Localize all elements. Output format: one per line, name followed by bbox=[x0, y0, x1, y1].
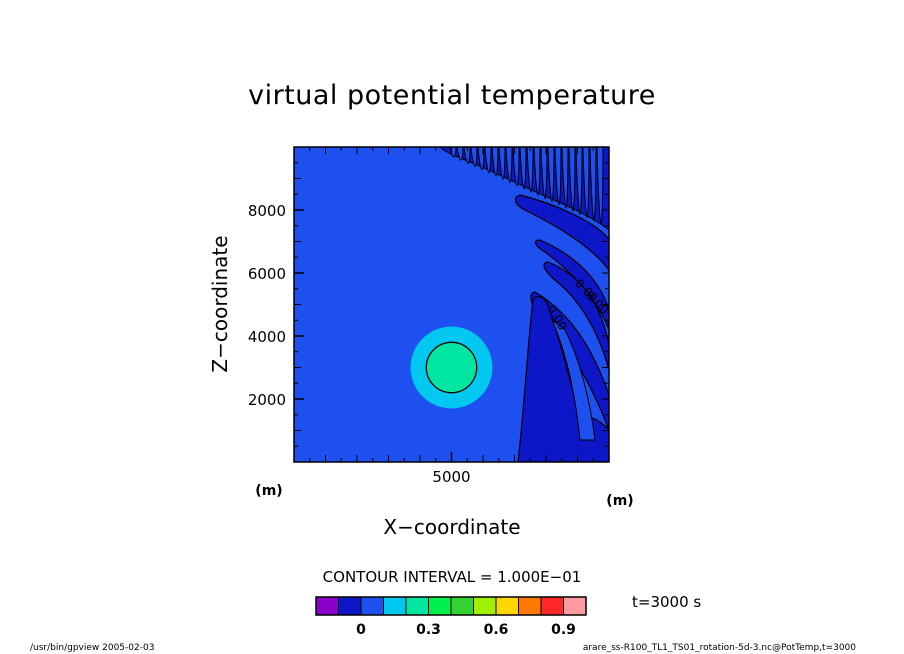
colorbar-tick-label: 0.9 bbox=[551, 622, 576, 638]
wave-stripe bbox=[596, 147, 604, 225]
wave-band-outer bbox=[514, 194, 609, 271]
colorbar-swatch bbox=[540, 596, 564, 616]
y-axis-label: Z−coordinate bbox=[208, 235, 232, 372]
wave-stripe bbox=[519, 147, 527, 190]
colorbar-ticks: 0 0.3 0.6 0.9 bbox=[356, 622, 576, 638]
wave-stripe bbox=[554, 147, 562, 206]
contour-interval: CONTOUR INTERVAL = 1.000E−01 bbox=[323, 568, 582, 586]
y-tick-label: 2000 bbox=[248, 391, 286, 409]
wave-stripe bbox=[568, 147, 576, 212]
colorbar-swatch bbox=[338, 596, 362, 616]
colorbar-swatch bbox=[383, 596, 407, 616]
wave-stripe bbox=[470, 147, 478, 168]
colorbar-swatch bbox=[473, 596, 497, 616]
x-tick-label: 5000 bbox=[432, 468, 470, 486]
colorbar bbox=[315, 596, 587, 616]
wave-stripe bbox=[463, 147, 471, 164]
colorbar-swatch bbox=[563, 596, 587, 616]
wave-stripe bbox=[533, 147, 541, 196]
wave-stripe bbox=[456, 147, 464, 161]
wave-stripe bbox=[589, 147, 597, 222]
y-tick-label: 4000 bbox=[248, 328, 286, 346]
wave-stripes-top bbox=[449, 147, 604, 225]
footer-right: arare_ss-R100_TL1_TS01_rotation-5d-3.nc@… bbox=[583, 643, 856, 653]
y-ticks: 2000 4000 6000 8000 bbox=[248, 202, 304, 409]
wave-band-inner-bottom bbox=[550, 318, 596, 441]
wave-stripe bbox=[547, 147, 555, 203]
colorbar-frame bbox=[315, 596, 587, 616]
colorbar-swatch bbox=[450, 596, 474, 616]
wave-stripe bbox=[561, 147, 569, 209]
y-unit-label: (m) bbox=[255, 483, 282, 499]
y-tick-label: 6000 bbox=[248, 265, 286, 283]
time-label: t=3000 s bbox=[632, 593, 701, 611]
colorbar-swatch bbox=[315, 596, 339, 616]
colorbar-swatch bbox=[360, 596, 384, 616]
colorbar-swatch bbox=[518, 596, 542, 616]
x-ticks: 5000 bbox=[432, 452, 471, 486]
wave-stripe bbox=[505, 147, 513, 184]
colorbar-tick-label: 0.3 bbox=[416, 622, 441, 638]
wave-stripe bbox=[484, 147, 492, 174]
bubble-inner bbox=[425, 341, 478, 394]
colorbar-swatch bbox=[428, 596, 452, 616]
footer-left: /usr/bin/gpview 2005-02-03 bbox=[30, 643, 154, 653]
x-axis-label: X−coordinate bbox=[383, 515, 520, 539]
wave-stripe bbox=[498, 147, 506, 180]
x-unit-label: (m) bbox=[606, 493, 633, 509]
plot-area bbox=[294, 147, 609, 462]
colorbar-swatch bbox=[495, 596, 519, 616]
colorbar-tick-label: 0.6 bbox=[484, 622, 509, 638]
wave-stripe bbox=[491, 147, 499, 177]
colorbar-swatch bbox=[405, 596, 429, 616]
wave-stripe bbox=[512, 147, 520, 187]
wave-stripe bbox=[575, 147, 583, 216]
wave-stripe bbox=[526, 147, 534, 193]
colorbar-tick-label: 0 bbox=[356, 622, 366, 638]
y-tick-label: 8000 bbox=[248, 202, 286, 220]
wave-stripe bbox=[540, 147, 548, 200]
chart-title: virtual potential temperature bbox=[248, 80, 656, 111]
wave-band-3 bbox=[543, 261, 609, 371]
wave-stripe bbox=[582, 147, 590, 219]
